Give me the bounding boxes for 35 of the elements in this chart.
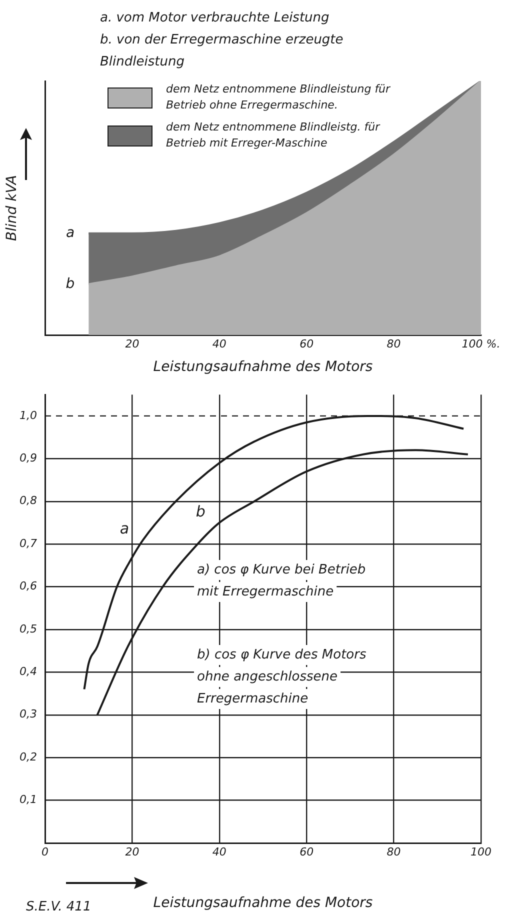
y-tick-label: 0,6 <box>20 580 37 593</box>
legend-label: dem Netz entnommene Blindleistg. für Betrieb mit Erreger-Maschine <box>166 120 382 150</box>
x-tick-label: 0 <box>42 845 48 858</box>
annotation: a <box>66 225 75 242</box>
text: b. von der Erregermaschine erzeugte Blindleistung <box>100 32 344 70</box>
x-tick-label: 40 <box>212 337 226 350</box>
x-axis-title: Leistungsaufnahme des Motors <box>153 359 373 376</box>
y-tick-label: 0,5 <box>20 622 37 636</box>
x-tick-label: 40 <box>212 845 226 858</box>
annotation: b <box>66 276 75 292</box>
x-tick-label: 80 <box>386 337 401 350</box>
legend-label: dem Netz entnommene Blindleistung für Betrieb ohne Erregermaschine. <box>166 82 392 112</box>
y-tick-label: 0,7 <box>20 536 37 550</box>
x-tick-label: 20 <box>125 845 140 858</box>
y-tick-label: 0,9 <box>20 452 37 465</box>
x-tick-label: 60 <box>300 845 314 858</box>
series-label: b <box>196 502 206 521</box>
annotation: b) cos φ Kurve des Motors ohne angeschlossene Erregermaschine <box>197 647 366 706</box>
series-label: a <box>120 520 130 538</box>
y-tick-label: 0,8 <box>20 494 37 508</box>
y-tick-label: 0,3 <box>20 708 37 721</box>
x-axis-title: Leistungsaufnahme des Motors <box>153 895 373 912</box>
text: S.E.V. 411 <box>26 899 92 914</box>
x-tick-label: 80 <box>386 845 401 858</box>
y-tick-label: 0,1 <box>20 793 37 806</box>
text: a. vom Motor verbrauchte Leistung <box>100 10 330 26</box>
y-axis-title: Blind kVA <box>4 175 20 241</box>
x-tick-label: 100 <box>470 845 492 858</box>
x-tick-label: 60 <box>300 337 314 350</box>
annotation: a) cos φ Kurve bei Betrieb mit Erregermaschine <box>197 562 366 600</box>
x-tick-label: 100 %. <box>462 337 500 350</box>
y-tick-label: 0,2 <box>20 750 37 764</box>
y-tick-label: 0,4 <box>20 665 37 678</box>
y-tick-label: 1,0 <box>20 408 37 422</box>
x-tick-label: 20 <box>125 337 140 350</box>
